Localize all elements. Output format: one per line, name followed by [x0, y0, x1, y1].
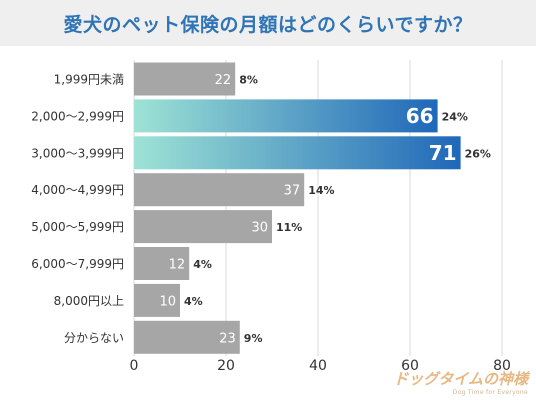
category-label: 1,999円未満 — [54, 73, 124, 87]
bar — [134, 136, 461, 170]
value-label: 12 — [169, 258, 186, 273]
watermark-main-text: ドッグタイムの神様 — [393, 370, 528, 388]
title-bar: 愛犬のペット保険の月額はどのくらいですか？ — [0, 0, 536, 46]
bar — [134, 62, 236, 96]
value-label: 22 — [215, 73, 232, 88]
percent-label: 8% — [239, 74, 258, 87]
percent-label: 24% — [442, 110, 468, 123]
x-tick-label-40: 40 — [309, 358, 327, 374]
watermark-logo: ドッグタイムの神様 Dog Time for Everyone — [393, 368, 528, 396]
x-tick-label-0: 0 — [130, 358, 139, 374]
x-tick-label-60: 60 — [401, 358, 419, 374]
category-label: 3,000〜3,999円 — [31, 146, 124, 160]
category-label: 5,000〜5,999円 — [31, 220, 124, 234]
category-label: 8,000円以上 — [54, 294, 124, 308]
value-label: 66 — [406, 104, 434, 128]
category-label: 2,000〜2,999円 — [31, 109, 124, 123]
chart-title: 愛犬のペット保険の月額はどのくらいですか？ — [63, 13, 473, 36]
bar — [134, 210, 272, 244]
watermark-sub-text: Dog Time for Everyone — [452, 389, 528, 396]
percent-label: 4% — [193, 258, 212, 271]
x-tick-label-80: 80 — [493, 358, 511, 374]
category-label: 分からない — [64, 331, 124, 345]
percent-label: 4% — [184, 295, 203, 308]
labels: 0 20 40 60 80 1,999円未満 22 8% 2,000〜2,999円 66 24% 3,… — [31, 73, 511, 375]
value-label: 23 — [219, 331, 236, 346]
bar — [134, 247, 190, 280]
category-label: 4,000〜4,999円 — [31, 183, 124, 197]
bar — [134, 320, 240, 354]
percent-label: 9% — [244, 332, 263, 345]
percent-label: 11% — [276, 221, 302, 234]
value-label: 37 — [284, 184, 301, 199]
x-tick-label-20: 20 — [217, 358, 235, 374]
bar — [134, 283, 180, 317]
percent-label: 14% — [308, 184, 334, 197]
value-label: 30 — [251, 221, 268, 236]
category-label: 6,000〜7,999円 — [31, 257, 124, 271]
value-label: 71 — [429, 141, 457, 165]
bar — [134, 99, 438, 133]
bar — [134, 173, 305, 207]
percent-label: 26% — [465, 147, 491, 160]
value-label: 10 — [159, 294, 176, 309]
bars — [134, 62, 461, 354]
